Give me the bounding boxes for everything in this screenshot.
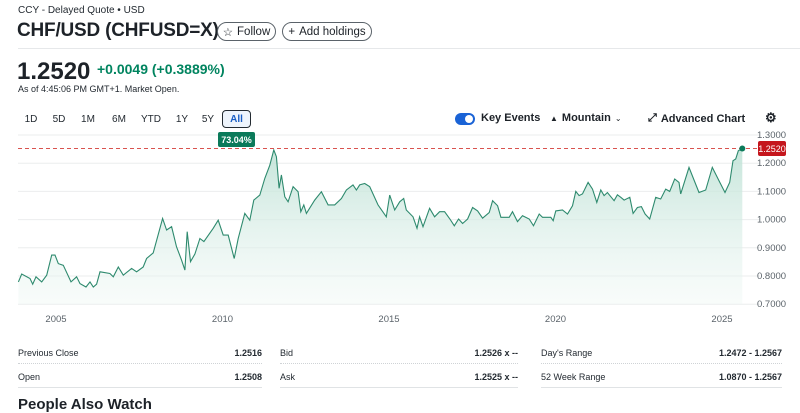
x-tick-label: 2025 [711,314,732,325]
current-price: 1.2520 [17,58,91,85]
stat-value: 1.2525 x -- [474,371,518,382]
period-change-badge: 73.04% [218,132,255,147]
settings-gear-icon[interactable]: ⚙ [765,110,777,125]
y-tick-label: 1.0000 [757,215,786,226]
follow-button[interactable]: ☆ Follow [217,22,276,41]
star-icon: ☆ [222,26,234,39]
stat-52-week-range: 52 Week Range 1.0870 - 1.2567 [541,366,782,388]
range-tab-1d[interactable]: 1D [24,113,38,125]
y-tick-label: 1.3000 [757,130,786,141]
key-events-label: Key Events [481,112,541,124]
price-change: +0.0049 (+0.3889%) [97,61,225,77]
stat-days-range: Day's Range 1.2472 - 1.2567 [541,342,782,364]
range-tab-6m[interactable]: 6M [112,113,126,125]
stat-value: 1.2508 [234,371,262,382]
x-tick-label: 2005 [45,314,66,325]
stat-value: 1.2526 x -- [474,347,518,358]
section-heading: People Also Watch [18,396,152,413]
stat-label: 52 Week Range [541,371,606,382]
add-holdings-button[interactable]: + Add holdings [282,22,372,41]
stat-label: Ask [280,371,296,382]
stat-label: Previous Close [18,347,79,358]
stat-label: Bid [280,347,294,358]
y-tick-label: 1.2000 [757,158,786,169]
advanced-chart-label: Advanced Chart [660,112,746,125]
expand-icon: ⤢ [648,112,657,124]
range-tab-1y[interactable]: 1Y [175,113,189,125]
y-tick-label: 1.1000 [757,186,786,197]
stat-open: Open 1.2508 [18,366,262,388]
y-tick-label: 0.9000 [757,243,786,254]
divider [18,48,800,49]
chart-type-label: Mountain [561,112,611,124]
advanced-chart-button[interactable]: ⤢ Advanced Chart [648,112,745,125]
breadcrumb: CCY - Delayed Quote • USD [18,5,145,16]
last-point-marker [739,145,746,152]
price-line [17,148,743,288]
area-fill [18,148,743,305]
y-tick-label: 0.8000 [757,271,786,282]
x-tick-label: 2010 [212,314,233,325]
price-chart[interactable]: 1.3000 1.2000 1.1000 1.0000 0.9000 0.8000 0.70… [0,0,800,330]
key-events-toggle[interactable] [455,113,475,125]
chart-type-dropdown[interactable]: ▲ Mountain ⌄ [550,112,622,124]
add-holdings-label: Add holdings [299,25,366,38]
quote-timestamp: As of 4:45:06 PM GMT+1. Market Open. [18,84,180,94]
stat-label: Open [18,371,41,382]
plus-icon: + [288,25,296,38]
y-tick-label: 0.7000 [757,299,786,310]
x-tick-label: 2020 [545,314,566,325]
range-tab-all[interactable]: All [222,110,251,128]
x-tick-label: 2015 [378,314,399,325]
chevron-down-icon: ⌄ [614,113,622,123]
range-tab-ytd[interactable]: YTD [141,113,161,125]
range-tab-5y[interactable]: 5Y [201,113,215,125]
stat-bid: Bid 1.2526 x -- [280,342,518,364]
current-price-label: 1.2520 [758,141,786,156]
stat-value: 1.2472 - 1.2567 [718,347,782,358]
stat-label: Day's Range [541,347,593,358]
stat-previous-close: Previous Close 1.2516 [18,342,262,364]
range-tab-5d[interactable]: 5D [52,113,66,125]
follow-label: Follow [237,25,271,38]
stat-ask: Ask 1.2525 x -- [280,366,518,388]
range-tab-1m[interactable]: 1M [81,113,95,125]
stat-value: 1.0870 - 1.2567 [718,371,782,382]
page-title: CHF/USD (CHFUSD=X) [17,20,219,41]
mountain-icon: ▲ [550,113,558,123]
stat-value: 1.2516 [234,347,262,358]
